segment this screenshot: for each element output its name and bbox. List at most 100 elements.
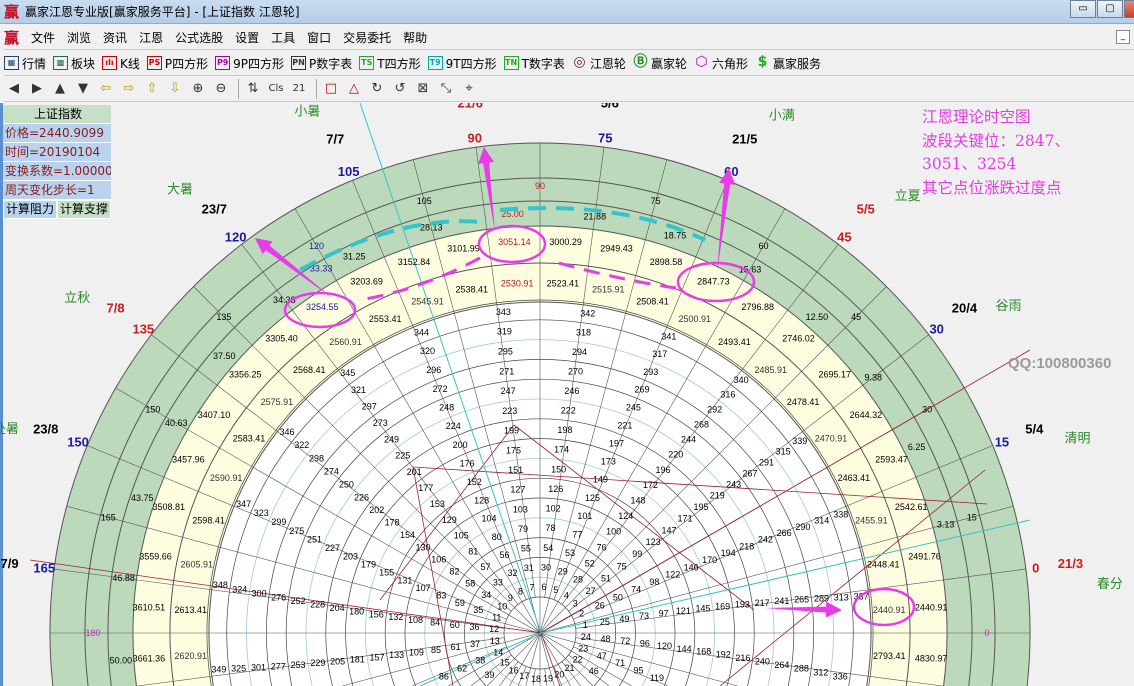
- move-right-icon[interactable]: ⇨: [123, 81, 135, 96]
- date-label: 21/5: [732, 132, 757, 147]
- band-degree-label: 0: [984, 628, 989, 638]
- outer-degree-label: 135: [132, 322, 154, 337]
- close-button[interactable]: [1124, 0, 1134, 18]
- toolbar-t9-button[interactable]: T9 9T四方形: [427, 55, 497, 72]
- wheel-number: 75: [617, 561, 627, 571]
- minimize-button[interactable]: ▭: [1070, 0, 1096, 18]
- zoom-out-icon[interactable]: ⊖: [215, 81, 227, 96]
- arrow-down-icon[interactable]: ▼: [78, 81, 88, 96]
- triangle-icon[interactable]: △: [349, 81, 359, 96]
- pin-icon[interactable]: ⌖: [465, 81, 473, 96]
- wheel-number: 297: [362, 402, 377, 412]
- menu-7[interactable]: 窗口: [307, 31, 332, 45]
- wheel-number: 198: [557, 425, 572, 435]
- toolbar-ts-button[interactable]: TS T四方形: [359, 55, 421, 72]
- toolbar-dollar-button[interactable]: $ 赢家服务: [755, 55, 821, 72]
- wheel-number: 270: [568, 367, 583, 377]
- calc-resistance-button[interactable]: 计算阻力: [3, 200, 57, 219]
- sort-icon[interactable]: ⇅: [247, 81, 259, 96]
- wheel-number: 56: [499, 550, 509, 560]
- step-field[interactable]: 周天变化步长=1: [3, 181, 111, 200]
- wheel-number: 266: [777, 528, 792, 538]
- zoom-in-icon[interactable]: ⊕: [192, 81, 204, 96]
- price-inner-label: 2485.91: [754, 365, 787, 375]
- toolbar-label: 赢家轮: [650, 56, 687, 71]
- wheel-number: 38: [475, 656, 485, 666]
- menu-0[interactable]: 文件: [31, 31, 56, 45]
- coefficient-field[interactable]: 变换系数=1.000000: [3, 162, 111, 181]
- toolbar-gann-wheel-button[interactable]: ◎ 江恩轮: [572, 55, 626, 72]
- wheel-number: 268: [694, 419, 709, 429]
- move-left-icon[interactable]: ⇦: [100, 81, 112, 96]
- magenta-arrow: [717, 168, 736, 272]
- menu-5[interactable]: 设置: [235, 31, 260, 45]
- wheel-number: 216: [735, 653, 750, 663]
- price-inner-label: 2493.41: [718, 337, 751, 347]
- maximize-button[interactable]: ▢: [1097, 0, 1123, 18]
- wheel-number: 132: [388, 612, 403, 622]
- wheel-number: 277: [271, 661, 286, 671]
- radial-line: [539, 505, 1014, 634]
- wheel-number: 181: [350, 654, 365, 664]
- radial-line: [553, 180, 728, 600]
- fraction-label: 28.13: [420, 222, 443, 232]
- calc-support-button[interactable]: 计算支撑: [57, 200, 111, 219]
- toolbar-hexagon-button[interactable]: ⬡ 六角形: [694, 55, 748, 72]
- wheel-number: 78: [546, 523, 556, 533]
- wheel-number: 205: [330, 656, 345, 666]
- toolbar-table-button[interactable]: ▦ 行情: [4, 55, 46, 72]
- cls-icon[interactable]: Cls: [268, 83, 284, 94]
- rotate-ccw-icon[interactable]: ↺: [394, 81, 406, 96]
- wheel-number: 223: [502, 406, 517, 416]
- candlestick-icon: ılı: [102, 56, 118, 70]
- rectangle-icon[interactable]: □: [324, 81, 338, 96]
- price-field[interactable]: 价格=2440.9099: [3, 124, 111, 143]
- menu-3[interactable]: 江恩: [139, 31, 164, 45]
- arrow-left-icon[interactable]: ◀: [9, 81, 19, 96]
- date-label: 7/7: [326, 132, 344, 147]
- calendar-icon[interactable]: 21: [292, 83, 306, 94]
- menu-bar: 赢 文件 浏览 资讯 江恩 公式选股 设置 工具 窗口 交易委托 帮助: [4, 26, 1134, 50]
- wheel-number: 102: [546, 503, 561, 513]
- move-up-icon[interactable]: ⇧: [146, 81, 158, 96]
- menu-9[interactable]: 帮助: [403, 31, 428, 45]
- wheel-number: 178: [385, 518, 400, 528]
- toolbar-tn-button[interactable]: TN T数字表: [503, 55, 565, 72]
- rotate-cw-icon[interactable]: ↻: [371, 81, 383, 96]
- toolbar-blocks-button[interactable]: ▩ 板块: [53, 55, 95, 72]
- toolbar-big-wheel-button[interactable]: Ⓑ 赢家轮: [633, 55, 687, 72]
- arrow-right-icon[interactable]: ▶: [32, 81, 42, 96]
- menu-8[interactable]: 交易委托: [343, 31, 392, 45]
- outer-degree-label: 45: [837, 229, 851, 244]
- fraction-label: 6.25: [908, 442, 926, 452]
- wheel-number: 119: [650, 673, 664, 683]
- radial-line: [509, 632, 541, 686]
- arrow-up-icon[interactable]: ▲: [55, 81, 65, 96]
- wheel-number: 153: [430, 499, 445, 509]
- box-x-icon[interactable]: ⊠: [417, 81, 429, 96]
- wheel-number: 200: [453, 440, 468, 450]
- menu-2[interactable]: 资讯: [103, 31, 128, 45]
- toolbar-pn-button[interactable]: PN P数字表: [291, 55, 352, 72]
- wheel-number: 272: [433, 384, 448, 394]
- move-down-icon[interactable]: ⇩: [169, 81, 181, 96]
- menu-4[interactable]: 公式选股: [175, 31, 224, 45]
- wheel-number: 293: [643, 367, 658, 377]
- wheel-number: 317: [652, 349, 667, 359]
- toolbar-candlestick-button[interactable]: ılı K线: [102, 55, 140, 72]
- toolbar-p9-button[interactable]: P9 9P四方形: [215, 55, 284, 72]
- wheel-number: 62: [457, 663, 467, 673]
- menu-1[interactable]: 浏览: [67, 31, 92, 45]
- wheel-number: 312: [813, 667, 828, 677]
- time-field[interactable]: 时间=20190104: [3, 143, 111, 162]
- menu-6[interactable]: 工具: [271, 31, 296, 45]
- price-outer-label: 3610.51: [133, 602, 166, 612]
- fraction-label: 25.00: [501, 209, 524, 219]
- price-outer-label: 2695.17: [818, 370, 851, 380]
- wheel-number: 32: [507, 568, 517, 578]
- toolbar-label: 板块: [71, 56, 96, 71]
- shrink-icon[interactable]: ⤡: [440, 81, 452, 96]
- toolbar-ps-button[interactable]: PS P四方形: [146, 55, 208, 72]
- mdi-minimize-button[interactable]: _: [1116, 30, 1130, 44]
